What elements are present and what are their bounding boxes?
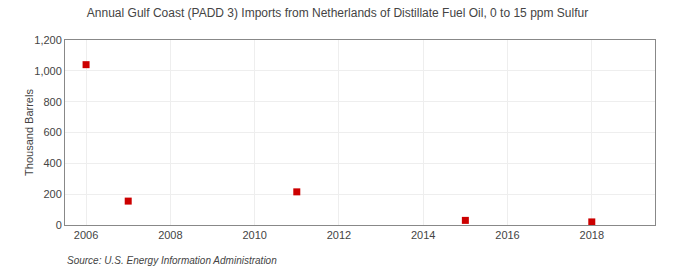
svg-text:200: 200	[43, 188, 61, 200]
svg-text:2014: 2014	[411, 229, 435, 241]
svg-text:800: 800	[43, 96, 61, 108]
svg-text:2008: 2008	[158, 229, 182, 241]
svg-text:Thousand Barrels: Thousand Barrels	[23, 89, 35, 176]
svg-text:1,000: 1,000	[34, 65, 62, 77]
svg-text:1,200: 1,200	[34, 34, 62, 46]
svg-text:400: 400	[43, 157, 61, 169]
svg-text:2010: 2010	[242, 229, 266, 241]
svg-text:2006: 2006	[74, 229, 98, 241]
svg-text:Source: U.S. Energy Informatio: Source: U.S. Energy Information Administ…	[67, 255, 277, 266]
svg-text:2016: 2016	[495, 229, 519, 241]
svg-text:0: 0	[56, 219, 62, 231]
svg-text:2012: 2012	[327, 229, 351, 241]
svg-text:600: 600	[43, 126, 61, 138]
svg-text:2018: 2018	[580, 229, 604, 241]
svg-text:Annual Gulf Coast (PADD 3) Imp: Annual Gulf Coast (PADD 3) Imports from …	[87, 6, 588, 20]
